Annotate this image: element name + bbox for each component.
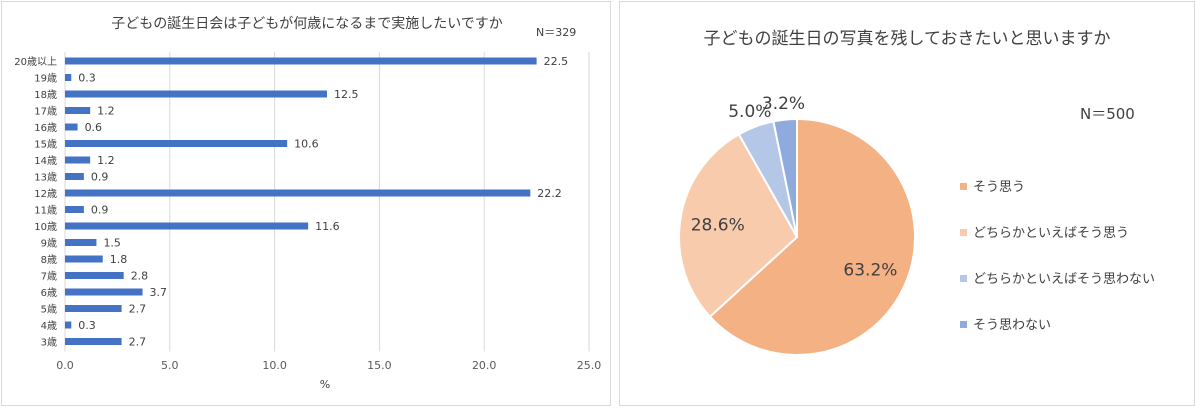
bar-chart-category-label: 10歳 xyxy=(34,221,57,233)
bar xyxy=(65,338,122,345)
bar-value-label: 11.6 xyxy=(315,220,340,233)
bar-chart-x-tick-label: 5.0 xyxy=(161,359,179,372)
bar-chart-title: 子どもの誕生日会は子どもが何歳になるまで実施したいですか xyxy=(111,16,503,32)
bar-value-label: 1.5 xyxy=(103,237,121,250)
bar xyxy=(65,305,122,312)
pie-slice-label: 63.2% xyxy=(843,260,897,280)
bar-chart-category-label: 14歳 xyxy=(34,155,57,167)
bar-chart-category-label: 8歳 xyxy=(41,254,57,266)
pie-slice xyxy=(772,117,798,238)
bar xyxy=(65,57,537,65)
bar-value-label: 1.2 xyxy=(97,154,115,167)
bar xyxy=(65,123,78,131)
bar-chart-category-label: 4歳 xyxy=(41,320,57,332)
bar-chart-panel: 子どもの誕生日会は子どもが何歳になるまで実施したいですか N＝329 20歳以上… xyxy=(1,1,611,406)
bar-value-label: 2.7 xyxy=(129,303,147,316)
bar-value-label: 0.3 xyxy=(78,319,96,332)
bar-chart-category-label: 16歳 xyxy=(34,122,57,134)
bar-chart-category-label: 12歳 xyxy=(34,188,57,200)
bar-chart-category-label: 13歳 xyxy=(34,172,57,184)
pie-slice-label: 3.2% xyxy=(762,94,805,114)
legend-swatch xyxy=(960,275,967,282)
bar-value-label: 12.5 xyxy=(334,88,359,101)
bar-value-label: 2.8 xyxy=(131,270,149,283)
bar-value-label: 1.2 xyxy=(97,105,115,118)
bar-value-label: 22.5 xyxy=(544,55,569,68)
bar-value-label: 0.9 xyxy=(91,171,109,184)
bar xyxy=(65,173,84,180)
bar xyxy=(65,272,124,279)
pie-slice xyxy=(708,117,916,356)
bar-chart-category-label: 15歳 xyxy=(34,139,57,151)
bar-chart-category-label: 5歳 xyxy=(41,304,57,316)
pie-chart-n-label: N＝500 xyxy=(1080,105,1135,123)
bar-chart-category-label: 17歳 xyxy=(34,106,57,118)
pie-slice xyxy=(678,132,799,319)
bar xyxy=(65,288,143,296)
bar-chart-category-label: 19歳 xyxy=(34,73,57,85)
bar xyxy=(65,255,103,263)
bar xyxy=(65,206,84,213)
legend-swatch xyxy=(960,229,967,236)
pie-chart-title: 子どもの誕生日の写真を残しておきたいと思いますか xyxy=(704,29,1111,49)
bar-chart: 子どもの誕生日会は子どもが何歳になるまで実施したいですか N＝329 20歳以上… xyxy=(14,16,602,391)
legend-label: そう思わない xyxy=(973,318,1051,333)
bar xyxy=(65,107,91,114)
bar-value-label: 0.6 xyxy=(85,121,103,134)
legend-label: そう思う xyxy=(973,180,1025,195)
bar xyxy=(65,74,72,81)
bar-chart-n-label: N＝329 xyxy=(536,26,576,39)
legend-swatch xyxy=(960,183,967,190)
bar-chart-x-tick-label: 15.0 xyxy=(367,359,392,372)
bar-value-label: 1.8 xyxy=(110,253,128,266)
bar xyxy=(65,156,91,164)
legend-label: どちらかといえばそう思う xyxy=(973,226,1129,241)
bar-value-label: 3.7 xyxy=(150,286,168,299)
bar-chart-category-label: 3歳 xyxy=(41,337,57,349)
bar-chart-x-tick-label: 20.0 xyxy=(472,359,497,372)
bar-chart-category-label: 9歳 xyxy=(41,238,57,250)
bar-value-label: 2.7 xyxy=(129,336,147,349)
pie-chart-panel: 子どもの誕生日の写真を残しておきたいと思いますか N＝500 63.2% 28.6… xyxy=(619,1,1195,406)
bar-chart-category-label: 11歳 xyxy=(34,205,57,217)
bar xyxy=(65,140,288,147)
bar-chart-x-tick-label: 10.0 xyxy=(262,359,287,372)
bar xyxy=(65,239,97,246)
legend-label: どちらかといえばそう思わない xyxy=(973,272,1155,287)
bar-chart-x-tick-label: 0.0 xyxy=(56,359,74,372)
bar-chart-x-axis-label: % xyxy=(320,378,330,391)
legend-swatch xyxy=(960,321,967,328)
pie-slice-label: 5.0% xyxy=(728,102,771,122)
pie-slice-label: 28.6% xyxy=(691,215,745,235)
bar xyxy=(65,222,309,230)
bar-value-label: 10.6 xyxy=(294,138,319,151)
bar-value-label: 0.3 xyxy=(78,72,96,85)
bar-chart-x-tick-label: 25.0 xyxy=(577,359,602,372)
pie-chart: 子どもの誕生日の写真を残しておきたいと思いますか N＝500 63.2% 28.6… xyxy=(678,29,1155,356)
bar xyxy=(65,90,327,98)
bar-value-label: 22.2 xyxy=(537,187,562,200)
bar-chart-category-label: 18歳 xyxy=(34,89,57,101)
bar xyxy=(65,189,531,197)
bar xyxy=(65,321,72,329)
bar-chart-category-label: 20歳以上 xyxy=(14,56,57,68)
bar-value-label: 0.9 xyxy=(91,204,109,217)
bar-chart-category-label: 6歳 xyxy=(41,287,57,299)
bar-chart-category-label: 7歳 xyxy=(41,271,57,283)
